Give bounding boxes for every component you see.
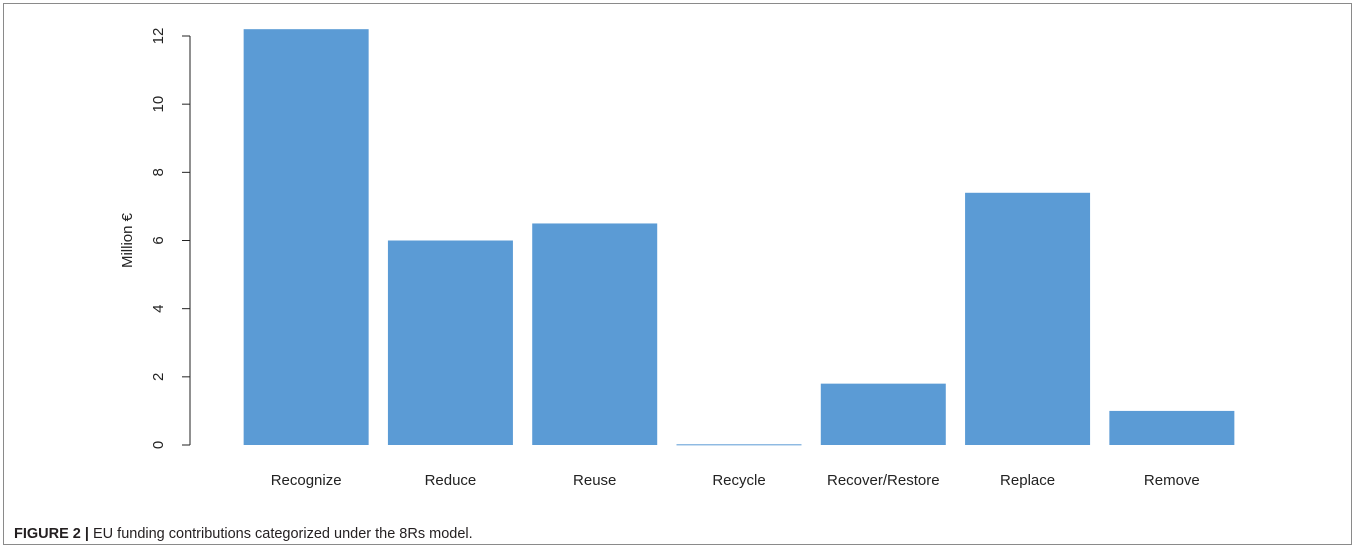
figure-frame: 0 2 4 6 8 10 12 Recognize Reduce Reuse Recycle Rec… bbox=[3, 3, 1352, 545]
x-tick-label: Recycle bbox=[712, 472, 765, 489]
x-tick-label: Remove bbox=[1144, 472, 1200, 489]
y-tick-label: 6 bbox=[150, 236, 167, 244]
y-tick-label: 4 bbox=[150, 304, 167, 312]
y-tick-label: 2 bbox=[150, 373, 167, 381]
y-tick-label: 12 bbox=[150, 28, 167, 45]
x-tick-label: Reduce bbox=[425, 472, 477, 489]
bar bbox=[1109, 410, 1235, 445]
bar bbox=[965, 192, 1091, 445]
bar bbox=[243, 29, 369, 446]
y-axis-label: Million € bbox=[119, 212, 136, 268]
bar bbox=[387, 240, 513, 445]
bar bbox=[532, 223, 658, 445]
x-tick-label: Recognize bbox=[271, 472, 342, 489]
y-tick-label: 8 bbox=[150, 168, 167, 176]
figure-caption: FIGURE 2 | EU funding contributions cate… bbox=[14, 526, 473, 542]
figure-caption-text: EU funding contributions categorized und… bbox=[88, 526, 473, 542]
x-tick-label: Reuse bbox=[573, 472, 616, 489]
y-tick-label: 10 bbox=[150, 96, 167, 113]
bars bbox=[243, 29, 1235, 446]
y-axis: 0 2 4 6 8 10 12 bbox=[150, 28, 191, 449]
y-tick-label: 0 bbox=[150, 441, 167, 449]
figure-caption-label: FIGURE 2 | bbox=[14, 526, 89, 542]
x-tick-label: Recover/Restore bbox=[827, 472, 940, 489]
bar bbox=[820, 383, 946, 445]
x-axis-labels: Recognize Reduce Reuse Recycle Recover/Resto… bbox=[271, 472, 1200, 489]
x-tick-label: Replace bbox=[1000, 472, 1055, 489]
bar bbox=[676, 444, 802, 446]
